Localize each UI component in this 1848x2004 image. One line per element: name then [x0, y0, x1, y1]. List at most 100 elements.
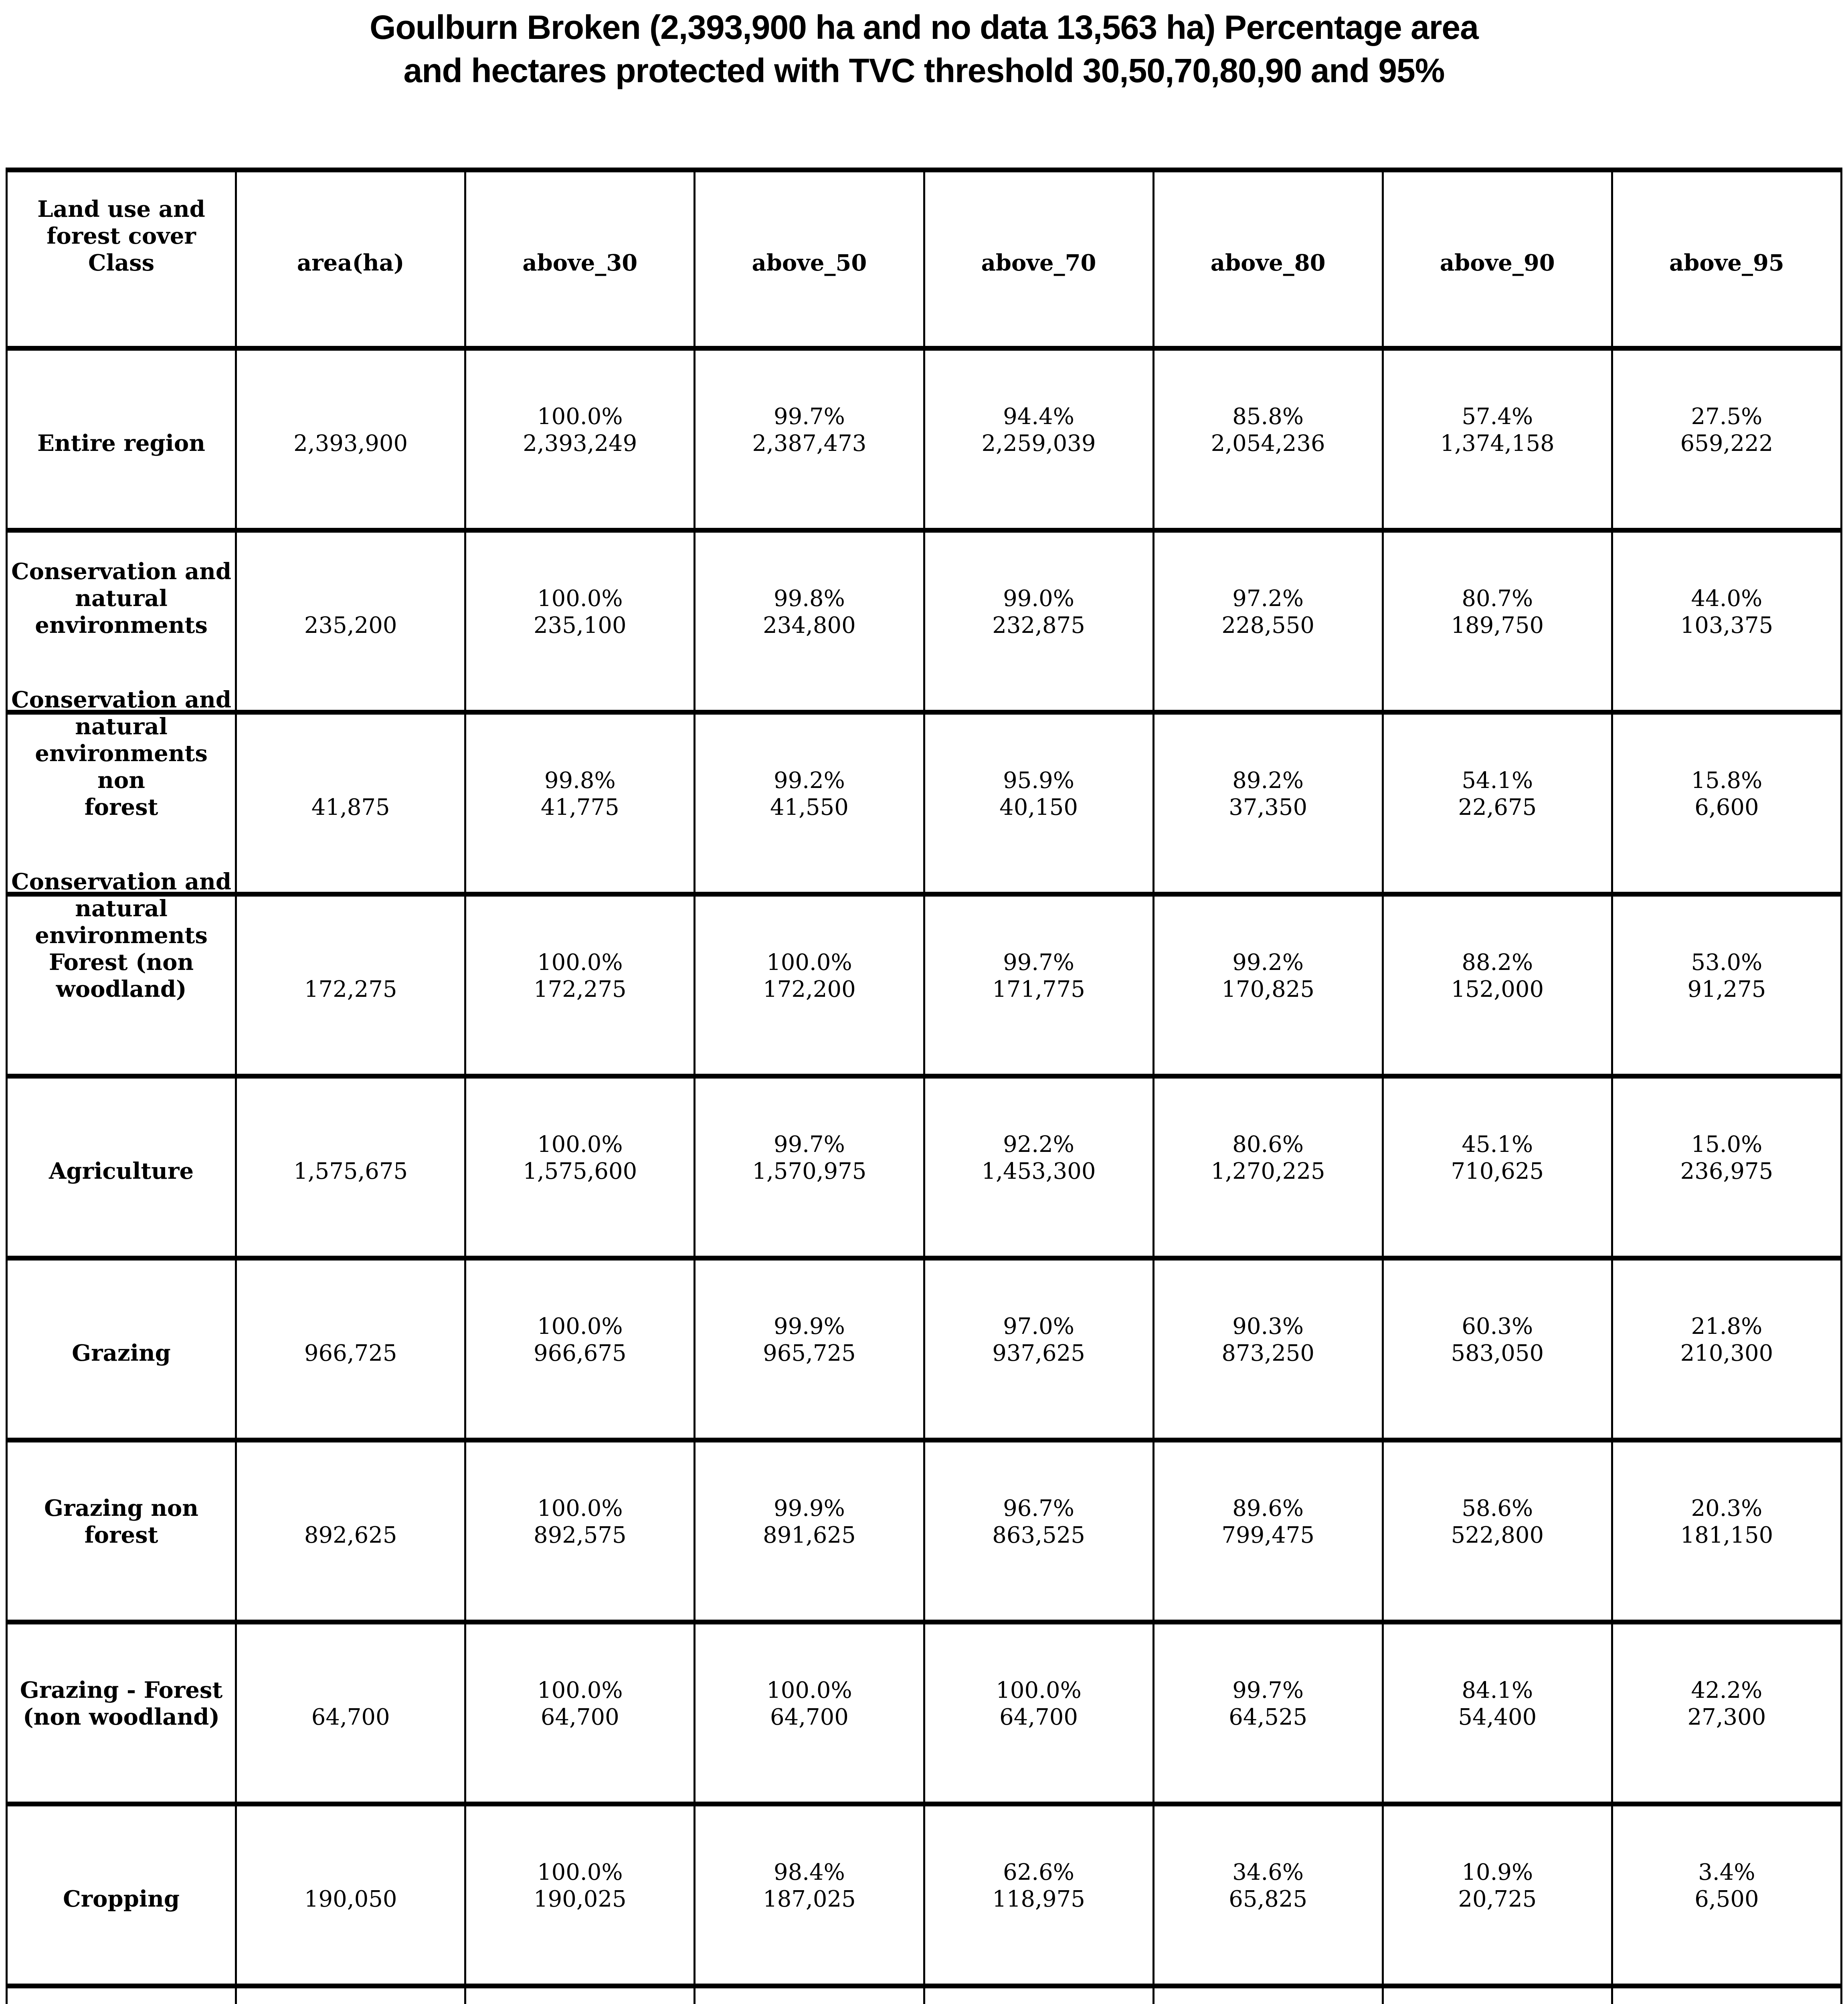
threshold-cell: 100.0% 2,393,249	[464, 346, 696, 533]
cell-text: 58.6% 522,800	[1451, 1495, 1544, 1549]
cell-text: 44.0% 103,375	[1680, 586, 1773, 639]
table-row: Grazing - Forest (non woodland) 64,700 100.…	[5, 1620, 1843, 1806]
cell-text: Cropping	[63, 1886, 180, 1913]
cell-text: 966,725	[304, 1340, 397, 1367]
threshold-cell: 90.3% 873,250	[1152, 1256, 1384, 1442]
column-header-area(ha): area(ha)	[235, 168, 467, 351]
threshold-cell: 45.1% 710,625	[1381, 1074, 1613, 1261]
area-cell: 190,050	[235, 1802, 467, 1988]
threshold-cell: 24.4%99,200	[1381, 1984, 1613, 2004]
cell-text: Land use and forest cover Class	[37, 196, 205, 276]
threshold-cell: 95.9% 40,150	[923, 710, 1154, 897]
threshold-cell: 21.8% 210,300	[1611, 1256, 1843, 1442]
row-header-cell: Grazing non forest	[5, 1438, 237, 1624]
cell-text: 100.0% 172,275	[534, 949, 627, 1003]
cell-text: above_50	[752, 249, 867, 276]
threshold-cell: 85.8% 2,054,236	[1152, 346, 1384, 533]
row-header-cell: Conservation and natural environments	[5, 528, 237, 715]
cell-text: 57.4% 1,374,158	[1440, 404, 1555, 457]
table-row: Irrigation406,625100.0%406,62599.8%405,9…	[5, 1984, 1843, 2004]
threshold-cell: 100.0% 64,700	[694, 1620, 925, 1806]
area-cell: 64,700	[235, 1620, 467, 1806]
threshold-cell: 100.0% 190,025	[464, 1802, 696, 1988]
cell-text: 2,393,900	[293, 430, 408, 457]
row-header-cell: Entire region	[5, 346, 237, 533]
threshold-cell: 100.0% 172,200	[694, 892, 925, 1079]
threshold-cell: 58.6% 522,800	[1381, 1438, 1613, 1624]
threshold-cell: 34.6% 65,825	[1152, 1802, 1384, 1988]
cell-text: 100.0% 966,675	[534, 1313, 627, 1367]
table-header-row: Land use and forest cover Class area(ha) abo…	[5, 168, 1843, 351]
cell-text: 45.1% 710,625	[1451, 1131, 1544, 1185]
cell-text: 89.6% 799,475	[1221, 1495, 1314, 1549]
threshold-cell: 44.0% 103,375	[1611, 528, 1843, 715]
cell-text: 80.6% 1,270,225	[1211, 1131, 1325, 1185]
row-header-cell: Agriculture	[5, 1074, 237, 1261]
threshold-cell: 99.7% 64,525	[1152, 1620, 1384, 1806]
column-header-above_95: above_95	[1611, 168, 1843, 351]
threshold-cell: 94.4% 2,259,039	[923, 346, 1154, 533]
threshold-cell: 53.0% 91,275	[1611, 892, 1843, 1079]
cell-text: 3.4% 6,500	[1694, 1859, 1759, 1913]
cell-text: Conservation and natural environments	[11, 558, 232, 639]
cell-text: 100.0% 2,393,249	[523, 404, 637, 457]
land-use-table: Land use and forest cover Class area(ha) abo…	[5, 168, 1843, 2004]
threshold-cell: 99.9% 891,625	[694, 1438, 925, 1624]
threshold-cell: 100.0% 1,575,600	[464, 1074, 696, 1261]
cell-text: 1,575,675	[293, 1158, 408, 1185]
threshold-cell: 99.8% 41,775	[464, 710, 696, 897]
row-header-cell: Cropping	[5, 1802, 237, 1988]
cell-text: 172,275	[304, 976, 397, 1003]
threshold-cell: 97.2% 228,550	[1152, 528, 1384, 715]
table-row: Conservation and natural environments Fores…	[5, 869, 1843, 1079]
threshold-cell: 100.0%406,625	[464, 1984, 696, 2004]
threshold-cell: 99.9% 965,725	[694, 1256, 925, 1442]
threshold-cell: 60.3% 583,050	[1381, 1256, 1613, 1442]
threshold-cell: 100.0% 892,575	[464, 1438, 696, 1624]
cell-text: 99.2% 41,550	[770, 768, 849, 821]
cell-text: Grazing - Forest (non woodland)	[20, 1677, 223, 1731]
row-header-cell: Conservation and natural environments Fores…	[5, 869, 237, 1079]
area-cell: 966,725	[235, 1256, 467, 1442]
area-cell: 235,200	[235, 528, 467, 715]
cell-text: 99.8% 41,775	[540, 768, 619, 821]
cell-text: 64,700	[311, 1704, 390, 1731]
threshold-cell: 100.0% 64,700	[464, 1620, 696, 1806]
threshold-cell: 10.9% 20,725	[1381, 1802, 1613, 1988]
cell-text: Agriculture	[49, 1158, 194, 1185]
cell-text: 15.0% 236,975	[1680, 1131, 1773, 1185]
area-cell: 1,575,675	[235, 1074, 467, 1261]
cell-text: 95.9% 40,150	[999, 768, 1078, 821]
cell-text: Grazing	[72, 1340, 171, 1367]
threshold-cell: 96.7% 863,525	[923, 1438, 1154, 1624]
threshold-cell: 99.8% 234,800	[694, 528, 925, 715]
cell-text: 99.0% 232,875	[992, 586, 1085, 639]
table-row: Agriculture 1,575,675 100.0% 1,575,600 99.7%…	[5, 1074, 1843, 1261]
cell-text: 15.8% 6,600	[1691, 768, 1763, 821]
cell-text: above_95	[1669, 249, 1784, 276]
cell-text: 99.7% 171,775	[992, 949, 1085, 1003]
cell-text: 60.3% 583,050	[1451, 1313, 1544, 1367]
table-row: Grazing non forest 892,625 100.0% 892,575 99.…	[5, 1438, 1843, 1624]
area-cell: 2,393,900	[235, 346, 467, 533]
threshold-cell: 99.7% 1,570,975	[694, 1074, 925, 1261]
cell-text: 100.0% 64,700	[537, 1677, 623, 1731]
cell-text: 34.6% 65,825	[1229, 1859, 1308, 1913]
threshold-cell: 94.6%384,600	[923, 1984, 1154, 2004]
cell-text: 99.7% 2,387,473	[752, 404, 867, 457]
cell-text: 41,875	[311, 794, 390, 821]
threshold-cell: 99.8%405,950	[694, 1984, 925, 2004]
cell-text: 90.3% 873,250	[1221, 1313, 1314, 1367]
cell-text: above_90	[1440, 249, 1555, 276]
cell-text: above_80	[1210, 249, 1326, 276]
threshold-cell: 99.7% 2,387,473	[694, 346, 925, 533]
table-row: Entire region 2,393,900 100.0% 2,393,249 99.…	[5, 346, 1843, 533]
cell-text: above_70	[981, 249, 1096, 276]
cell-text: 99.9% 891,625	[763, 1495, 856, 1549]
threshold-cell: 100.0% 64,700	[923, 1620, 1154, 1806]
page-title-line-1: Goulburn Broken (2,393,900 ha and no dat…	[370, 8, 1479, 46]
page-title-line-2: and hectares protected with TVC threshol…	[403, 52, 1445, 89]
cell-text: Conservation and natural environments Fores…	[11, 869, 232, 1003]
column-header-above_90: above_90	[1381, 168, 1613, 351]
